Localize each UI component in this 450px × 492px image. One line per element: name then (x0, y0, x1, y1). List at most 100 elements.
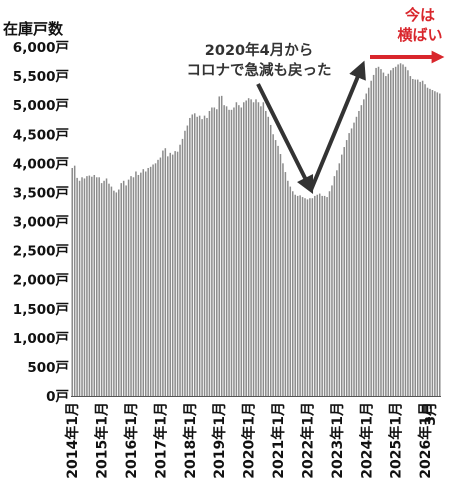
bar (338, 163, 341, 396)
bar (132, 177, 135, 396)
bar (100, 183, 103, 396)
bar (233, 107, 235, 397)
bar (201, 119, 203, 396)
bar (250, 99, 252, 396)
bar (73, 165, 76, 396)
bar (311, 198, 314, 396)
bar (439, 93, 441, 396)
bar (355, 116, 358, 397)
bar (91, 176, 93, 396)
bar (108, 183, 110, 396)
x-tick-label: 2025年1月 (388, 402, 405, 479)
bar (321, 195, 323, 396)
bar (76, 177, 78, 397)
bar (86, 176, 88, 396)
bar (135, 171, 137, 396)
y-tick-label: 2,000戸 (13, 273, 69, 289)
bar (269, 124, 272, 396)
y-axis-label: 在庫戸数 (3, 20, 64, 38)
bar (367, 87, 370, 396)
bar (360, 105, 363, 397)
bar (211, 107, 213, 397)
bar (193, 113, 196, 396)
bar (296, 195, 299, 396)
bar (125, 185, 127, 396)
x-tick-label: 2018年1月 (182, 402, 199, 479)
bar (198, 115, 201, 396)
bar (343, 147, 345, 396)
bar (93, 174, 96, 396)
bar (301, 197, 304, 396)
bar (421, 80, 424, 397)
bar (397, 64, 399, 396)
bar (78, 180, 81, 396)
bar (409, 76, 412, 396)
y-tick-label: 3,000戸 (13, 215, 69, 231)
bar (316, 194, 319, 396)
bar (426, 87, 429, 396)
bar (314, 195, 316, 396)
bar (171, 154, 174, 396)
bar (105, 178, 108, 396)
bar (154, 163, 157, 396)
y-tick-label: 4,000戸 (13, 156, 69, 172)
bar (152, 164, 154, 396)
bar (245, 100, 247, 396)
y-tick-label: 500戸 (27, 360, 69, 376)
bar (162, 150, 164, 396)
bar (282, 163, 284, 396)
bar (113, 190, 115, 396)
bar (149, 166, 152, 396)
covid-annotation: 2020年4月から コロナで急減も戻った (187, 41, 366, 195)
bar (323, 195, 326, 396)
bar (189, 117, 191, 397)
x-tick-label: 2017年1月 (152, 402, 169, 479)
bar (179, 144, 181, 396)
bar (365, 93, 368, 396)
bar (122, 180, 125, 396)
bar (88, 175, 91, 396)
y-tick-label: 4,500戸 (13, 127, 69, 143)
x-tick-label: 3月 (423, 402, 439, 426)
bar (380, 69, 382, 396)
bar (404, 66, 407, 396)
bar (159, 157, 162, 396)
bar (208, 110, 211, 396)
bar (98, 177, 100, 396)
now-annotation-line2: 横ばい (397, 26, 442, 44)
bar (218, 96, 221, 396)
bar (225, 106, 228, 396)
bar (267, 116, 270, 397)
bar (196, 116, 198, 397)
bar (235, 102, 238, 396)
bar (147, 167, 149, 396)
y-tick-label: 1,500戸 (13, 302, 69, 318)
now-annotation: 今は 横ばい (370, 6, 445, 64)
bar (434, 91, 436, 397)
bar (412, 78, 414, 397)
bar (213, 107, 216, 397)
bar (350, 128, 353, 396)
x-tick-label: 2024年1月 (358, 402, 375, 479)
bar (167, 156, 169, 396)
bar (402, 64, 404, 396)
bar (272, 134, 274, 396)
bar (206, 117, 208, 397)
bar (255, 99, 257, 396)
bar (370, 80, 372, 397)
bar (164, 148, 167, 396)
bar (95, 177, 98, 396)
bar (284, 172, 287, 396)
bar (289, 186, 292, 396)
bar (274, 140, 277, 396)
covid-annotation-line1: 2020年4月から (205, 41, 313, 59)
x-tick-label: 2026年1月 (417, 402, 434, 479)
y-tick-label: 2,500戸 (13, 244, 69, 260)
bar (140, 172, 142, 396)
bar (348, 133, 350, 396)
x-tick-label: 2014年1月 (64, 402, 81, 479)
bar (431, 90, 434, 396)
bar (419, 81, 421, 397)
y-tick-label: 1,000戸 (13, 331, 69, 347)
bar (407, 70, 409, 397)
